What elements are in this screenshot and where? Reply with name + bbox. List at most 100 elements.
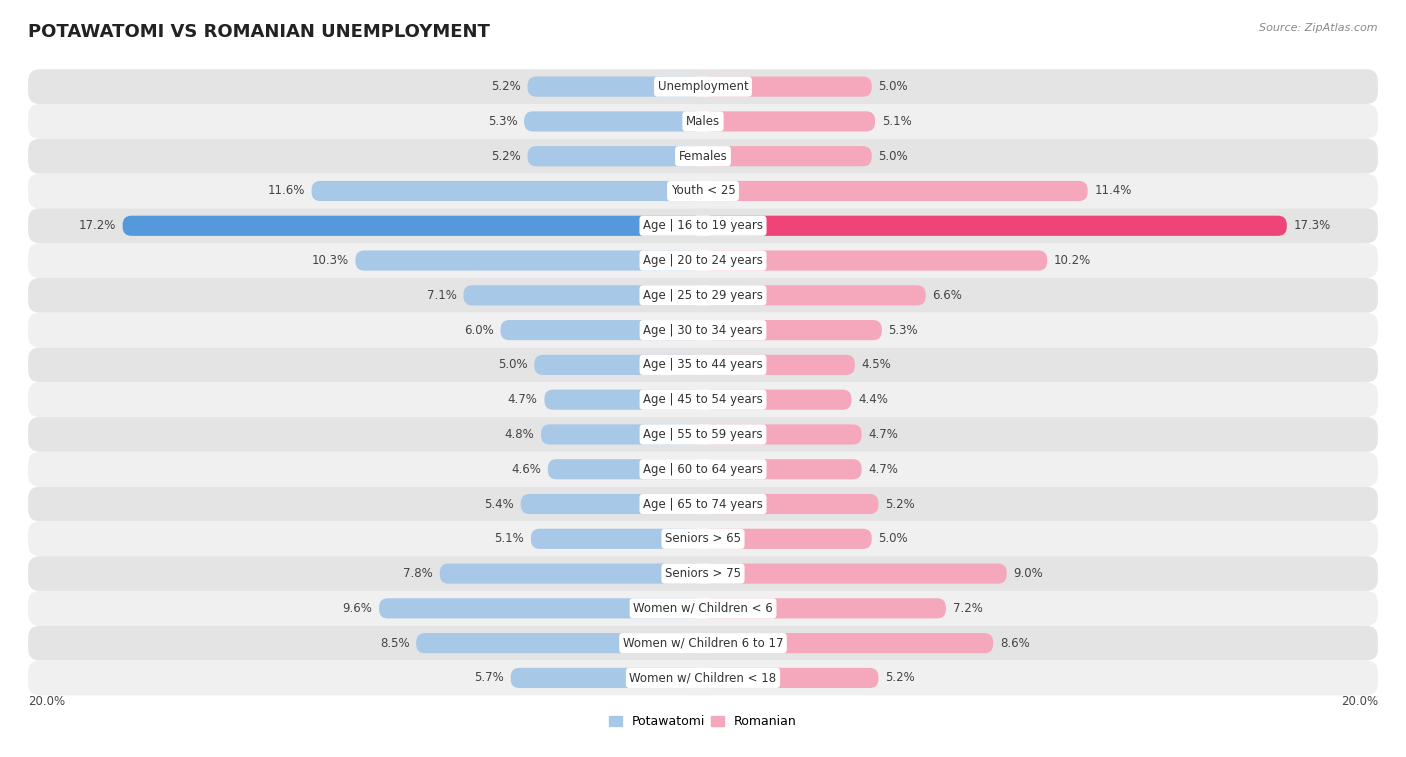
FancyBboxPatch shape bbox=[28, 556, 1378, 591]
FancyBboxPatch shape bbox=[440, 563, 703, 584]
FancyBboxPatch shape bbox=[28, 661, 1378, 696]
Text: 4.7%: 4.7% bbox=[869, 428, 898, 441]
FancyBboxPatch shape bbox=[703, 146, 872, 167]
FancyBboxPatch shape bbox=[541, 425, 703, 444]
Text: 9.6%: 9.6% bbox=[343, 602, 373, 615]
FancyBboxPatch shape bbox=[548, 459, 703, 479]
Text: 5.2%: 5.2% bbox=[491, 80, 520, 93]
FancyBboxPatch shape bbox=[520, 494, 703, 514]
Text: 5.0%: 5.0% bbox=[879, 532, 908, 545]
Text: Women w/ Children < 6: Women w/ Children < 6 bbox=[633, 602, 773, 615]
Text: 6.0%: 6.0% bbox=[464, 323, 494, 337]
FancyBboxPatch shape bbox=[28, 626, 1378, 661]
Text: 5.0%: 5.0% bbox=[879, 80, 908, 93]
Text: Seniors > 65: Seniors > 65 bbox=[665, 532, 741, 545]
Text: Seniors > 75: Seniors > 75 bbox=[665, 567, 741, 580]
FancyBboxPatch shape bbox=[703, 598, 946, 618]
Text: POTAWATOMI VS ROMANIAN UNEMPLOYMENT: POTAWATOMI VS ROMANIAN UNEMPLOYMENT bbox=[28, 23, 491, 41]
Text: 10.2%: 10.2% bbox=[1054, 254, 1091, 267]
Text: 4.7%: 4.7% bbox=[508, 393, 537, 407]
Text: 4.6%: 4.6% bbox=[512, 463, 541, 475]
FancyBboxPatch shape bbox=[510, 668, 703, 688]
Text: 20.0%: 20.0% bbox=[28, 695, 65, 708]
Text: 5.2%: 5.2% bbox=[886, 497, 915, 510]
Text: 7.2%: 7.2% bbox=[953, 602, 983, 615]
FancyBboxPatch shape bbox=[28, 591, 1378, 626]
FancyBboxPatch shape bbox=[703, 251, 1047, 271]
FancyBboxPatch shape bbox=[28, 347, 1378, 382]
Text: Age | 35 to 44 years: Age | 35 to 44 years bbox=[643, 358, 763, 372]
Text: 5.3%: 5.3% bbox=[488, 115, 517, 128]
FancyBboxPatch shape bbox=[703, 528, 872, 549]
Text: Source: ZipAtlas.com: Source: ZipAtlas.com bbox=[1260, 23, 1378, 33]
FancyBboxPatch shape bbox=[28, 313, 1378, 347]
FancyBboxPatch shape bbox=[464, 285, 703, 305]
Text: Age | 20 to 24 years: Age | 20 to 24 years bbox=[643, 254, 763, 267]
FancyBboxPatch shape bbox=[416, 633, 703, 653]
Text: Age | 25 to 29 years: Age | 25 to 29 years bbox=[643, 289, 763, 302]
FancyBboxPatch shape bbox=[28, 243, 1378, 278]
Text: 17.3%: 17.3% bbox=[1294, 220, 1330, 232]
Text: 5.3%: 5.3% bbox=[889, 323, 918, 337]
Text: Males: Males bbox=[686, 115, 720, 128]
FancyBboxPatch shape bbox=[28, 208, 1378, 243]
FancyBboxPatch shape bbox=[703, 425, 862, 444]
Text: 5.0%: 5.0% bbox=[879, 150, 908, 163]
Text: Women w/ Children 6 to 17: Women w/ Children 6 to 17 bbox=[623, 637, 783, 650]
FancyBboxPatch shape bbox=[703, 390, 852, 410]
Text: 5.7%: 5.7% bbox=[474, 671, 503, 684]
FancyBboxPatch shape bbox=[527, 146, 703, 167]
FancyBboxPatch shape bbox=[28, 382, 1378, 417]
Text: Youth < 25: Youth < 25 bbox=[671, 185, 735, 198]
FancyBboxPatch shape bbox=[703, 181, 1088, 201]
FancyBboxPatch shape bbox=[356, 251, 703, 271]
FancyBboxPatch shape bbox=[501, 320, 703, 340]
FancyBboxPatch shape bbox=[28, 452, 1378, 487]
FancyBboxPatch shape bbox=[380, 598, 703, 618]
Text: 7.1%: 7.1% bbox=[427, 289, 457, 302]
Legend: Potawatomi, Romanian: Potawatomi, Romanian bbox=[605, 710, 801, 733]
Text: 9.0%: 9.0% bbox=[1014, 567, 1043, 580]
FancyBboxPatch shape bbox=[703, 563, 1007, 584]
Text: 20.0%: 20.0% bbox=[1341, 695, 1378, 708]
Text: 5.2%: 5.2% bbox=[491, 150, 520, 163]
Text: 8.6%: 8.6% bbox=[1000, 637, 1029, 650]
Text: 4.5%: 4.5% bbox=[862, 358, 891, 372]
FancyBboxPatch shape bbox=[28, 522, 1378, 556]
Text: 11.4%: 11.4% bbox=[1094, 185, 1132, 198]
Text: Age | 60 to 64 years: Age | 60 to 64 years bbox=[643, 463, 763, 475]
Text: 5.4%: 5.4% bbox=[484, 497, 515, 510]
Text: 4.7%: 4.7% bbox=[869, 463, 898, 475]
Text: Age | 16 to 19 years: Age | 16 to 19 years bbox=[643, 220, 763, 232]
FancyBboxPatch shape bbox=[544, 390, 703, 410]
FancyBboxPatch shape bbox=[703, 668, 879, 688]
Text: 5.0%: 5.0% bbox=[498, 358, 527, 372]
Text: Women w/ Children < 18: Women w/ Children < 18 bbox=[630, 671, 776, 684]
FancyBboxPatch shape bbox=[524, 111, 703, 132]
Text: Age | 30 to 34 years: Age | 30 to 34 years bbox=[643, 323, 763, 337]
FancyBboxPatch shape bbox=[703, 494, 879, 514]
Text: 10.3%: 10.3% bbox=[312, 254, 349, 267]
Text: 17.2%: 17.2% bbox=[79, 220, 115, 232]
Text: 11.6%: 11.6% bbox=[267, 185, 305, 198]
FancyBboxPatch shape bbox=[28, 69, 1378, 104]
FancyBboxPatch shape bbox=[527, 76, 703, 97]
FancyBboxPatch shape bbox=[703, 459, 862, 479]
FancyBboxPatch shape bbox=[703, 216, 1286, 236]
Text: 6.6%: 6.6% bbox=[932, 289, 962, 302]
FancyBboxPatch shape bbox=[28, 139, 1378, 173]
FancyBboxPatch shape bbox=[28, 487, 1378, 522]
Text: Females: Females bbox=[679, 150, 727, 163]
FancyBboxPatch shape bbox=[312, 181, 703, 201]
Text: Age | 45 to 54 years: Age | 45 to 54 years bbox=[643, 393, 763, 407]
FancyBboxPatch shape bbox=[122, 216, 703, 236]
Text: Unemployment: Unemployment bbox=[658, 80, 748, 93]
FancyBboxPatch shape bbox=[703, 76, 872, 97]
Text: 5.1%: 5.1% bbox=[495, 532, 524, 545]
FancyBboxPatch shape bbox=[28, 278, 1378, 313]
Text: 8.5%: 8.5% bbox=[380, 637, 409, 650]
FancyBboxPatch shape bbox=[531, 528, 703, 549]
Text: 7.8%: 7.8% bbox=[404, 567, 433, 580]
Text: 5.2%: 5.2% bbox=[886, 671, 915, 684]
FancyBboxPatch shape bbox=[703, 111, 875, 132]
